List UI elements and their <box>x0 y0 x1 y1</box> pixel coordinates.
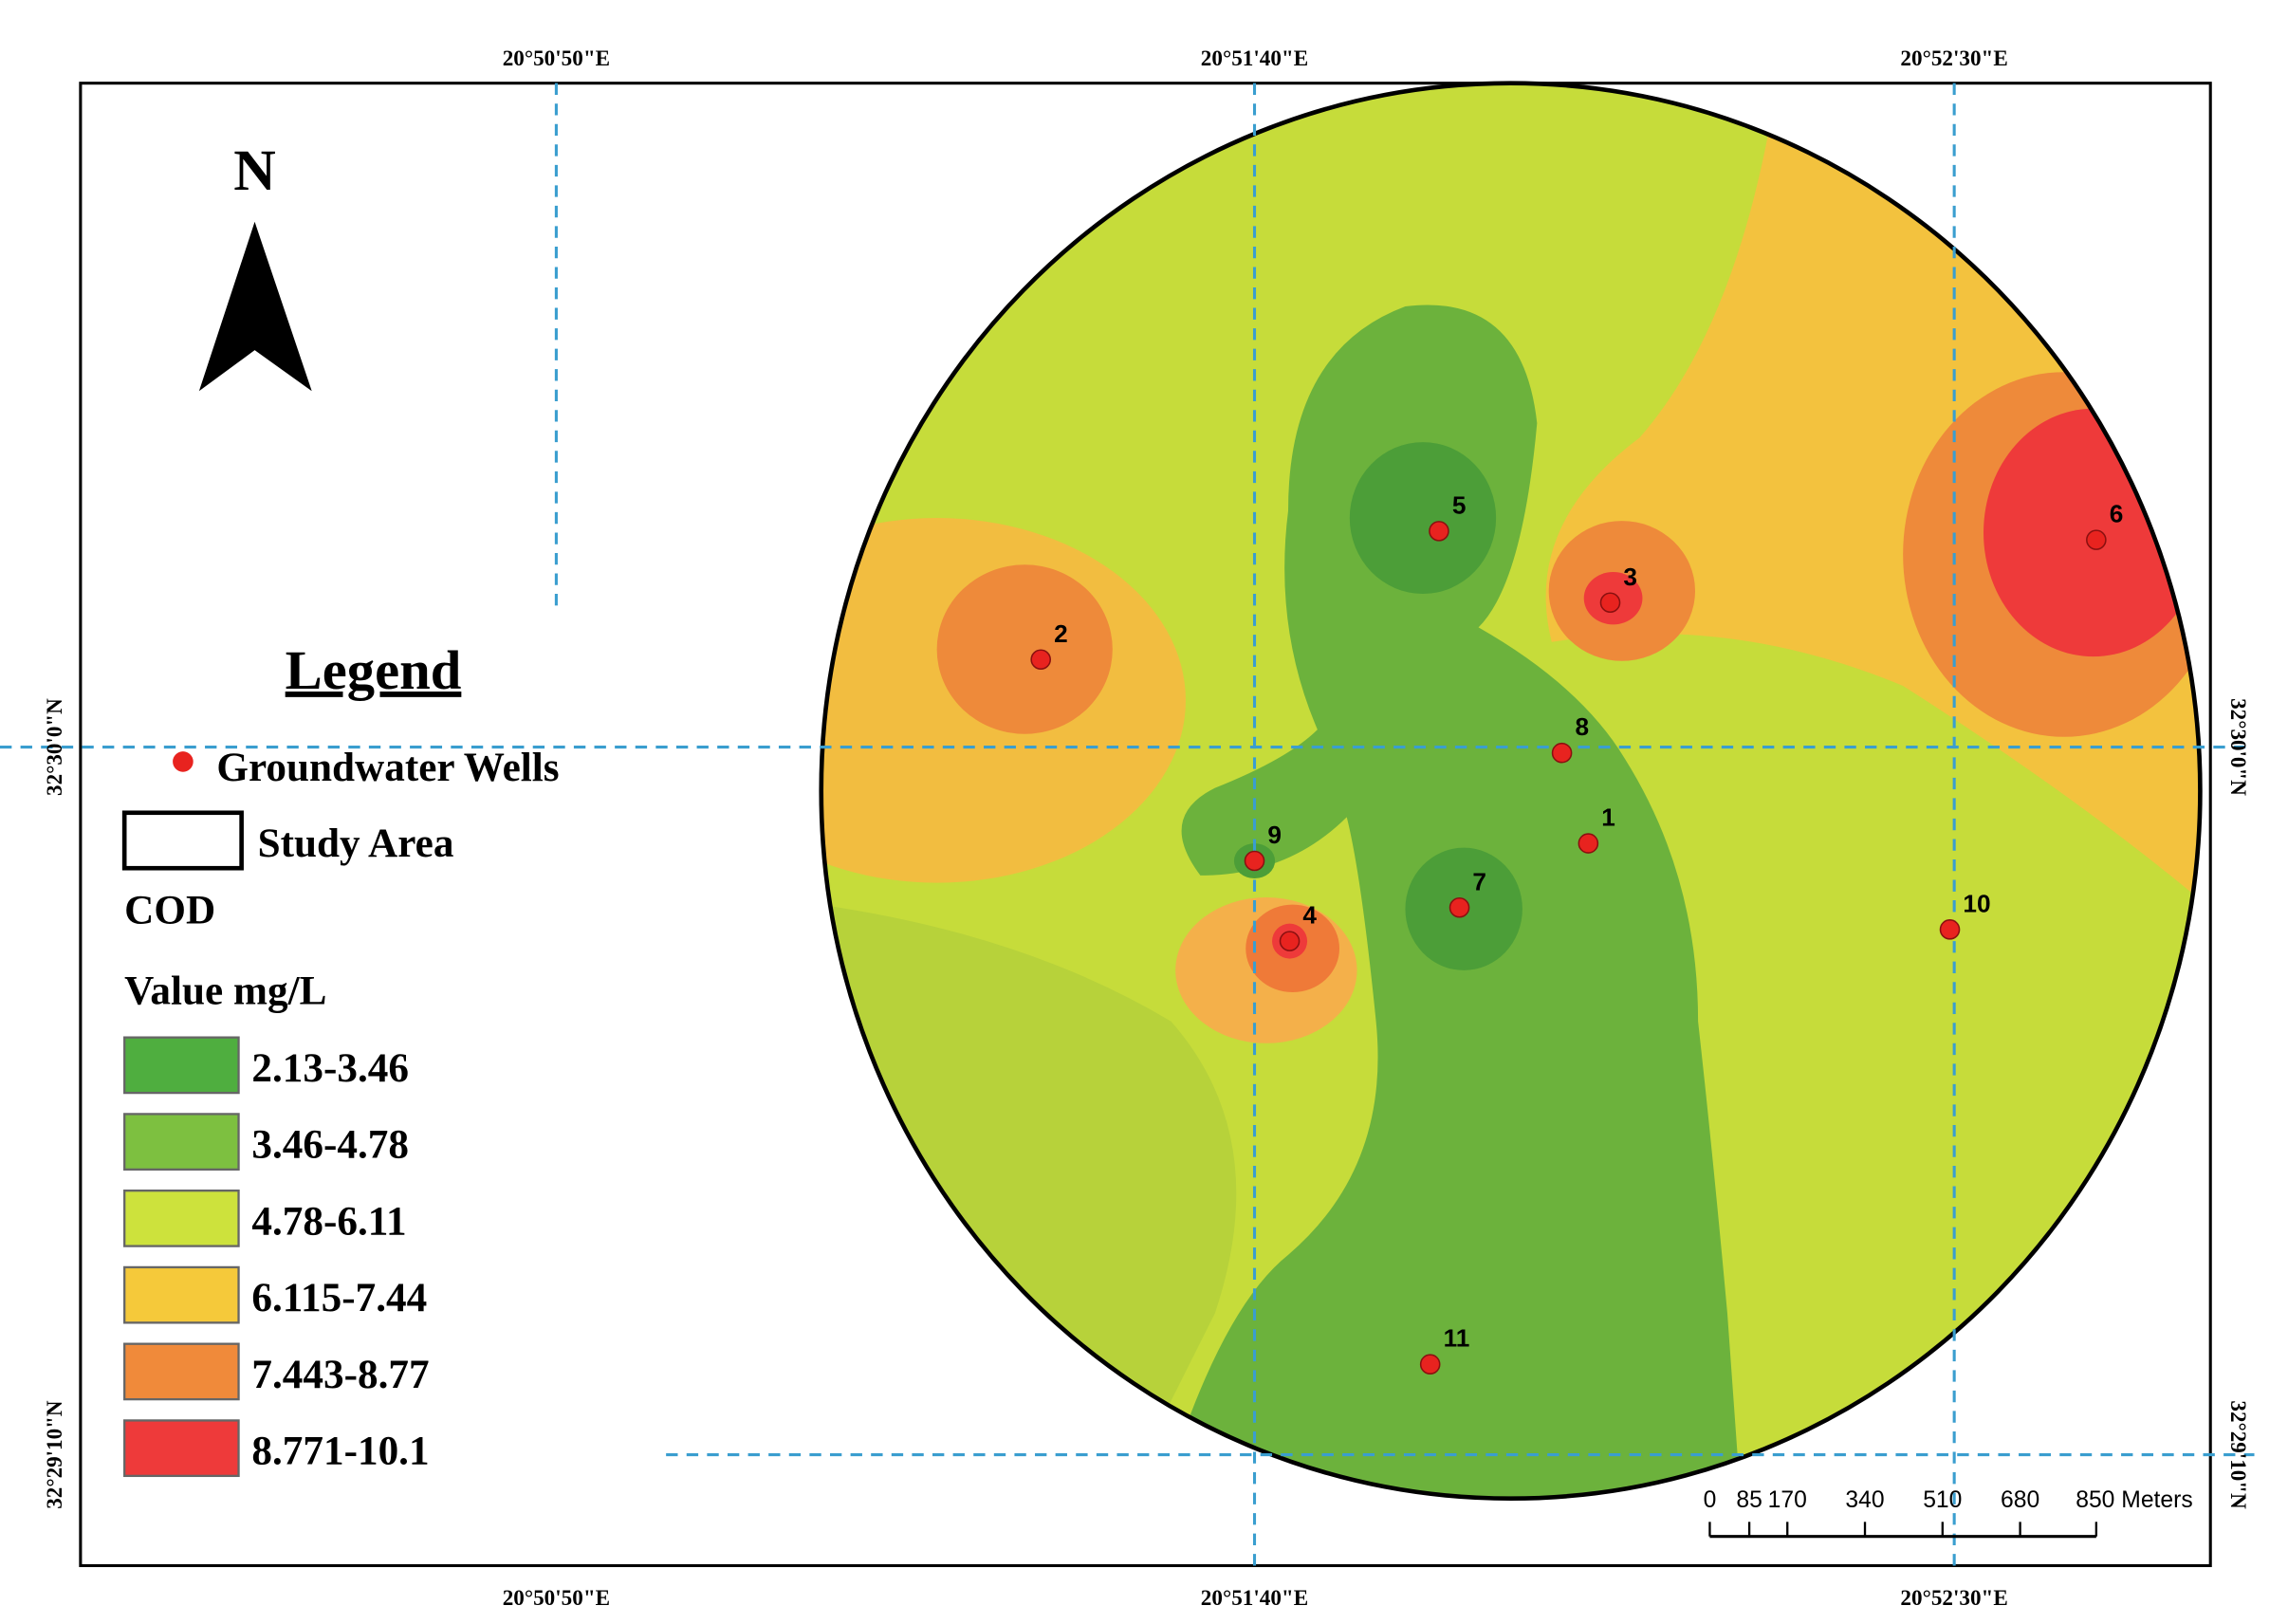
graticule-label-left: 32°30'0"N <box>42 698 66 796</box>
legend-class-label: 2.13-3.46 <box>251 1046 409 1091</box>
legend-class-label: 4.78-6.11 <box>251 1199 406 1244</box>
cod-surface <box>821 83 2201 1499</box>
well-label: 2 <box>1054 619 1068 648</box>
graticule-label-bottom: 20°52'30"E <box>1900 1585 2007 1610</box>
well <box>1939 919 1961 940</box>
legend-class-swatch <box>123 1190 240 1247</box>
graticule-label-bottom: 20°51'40"E <box>1201 1585 1308 1610</box>
graticule-label-bottom: 20°50'50"E <box>503 1585 610 1610</box>
legend-unit: Value mg/L <box>124 969 326 1013</box>
legend-class-label: 7.443-8.77 <box>251 1353 429 1397</box>
legend-class-label: 3.46-4.78 <box>251 1123 409 1168</box>
well-label: 4 <box>1302 901 1317 930</box>
well <box>2086 529 2107 550</box>
scale-bar-label: 0 <box>1704 1487 1717 1513</box>
legend-study-area: Study Area <box>258 821 454 866</box>
graticule-lines <box>0 83 2255 1566</box>
well-label: 6 <box>2110 500 2124 528</box>
graticule-label-left: 32°29'10"N <box>42 1400 66 1509</box>
north-label: N <box>233 138 276 203</box>
well <box>1279 931 1301 951</box>
legend-variable: COD <box>124 889 215 933</box>
legend-class-swatch <box>123 1265 240 1324</box>
study-area-boundary <box>819 81 2203 1502</box>
well <box>1244 850 1265 872</box>
graticule-label-right: 32°30'0"N <box>2226 698 2251 796</box>
legend-study-area-symbol <box>121 810 244 871</box>
legend-wells: Groundwater Wells <box>216 746 559 790</box>
well-label: 3 <box>1623 563 1637 591</box>
legend-class-label: 8.771-10.1 <box>251 1430 429 1474</box>
well-label: 5 <box>1452 490 1467 519</box>
legend-class-label: 6.115-7.44 <box>251 1276 427 1320</box>
well-label: 9 <box>1267 821 1282 849</box>
well <box>1448 896 1470 918</box>
scale-bar-label: 340 <box>1845 1487 1884 1513</box>
graticule-label-top: 20°52'30"E <box>1900 46 2007 70</box>
well <box>1599 592 1621 614</box>
scale-bar-label: 850 Meters <box>2076 1487 2192 1513</box>
well-label: 11 <box>1444 1324 1470 1353</box>
scale-bar-label: 85 <box>1736 1487 1762 1513</box>
well-label: 7 <box>1472 867 1486 895</box>
scale-bar-label: 170 <box>1768 1487 1807 1513</box>
legend-class-swatch <box>123 1113 240 1172</box>
north-arrow <box>198 221 312 392</box>
legend-class-swatch <box>123 1419 240 1478</box>
legend-class-swatch <box>123 1342 240 1401</box>
well-label: 8 <box>1575 712 1589 741</box>
graticule-label-top: 20°51'40"E <box>1201 46 1308 70</box>
well-label: 10 <box>1963 889 1990 917</box>
well-label: 1 <box>1601 803 1615 832</box>
legend-class-swatch <box>123 1036 240 1095</box>
scale-bar-label: 680 <box>2001 1487 2039 1513</box>
legend-title: Legend <box>286 639 462 701</box>
well <box>1578 833 1599 854</box>
scale-bar-label: 510 <box>1923 1487 1962 1513</box>
graticule-label-right: 32°29'10"N <box>2226 1400 2251 1509</box>
well <box>1429 521 1449 542</box>
well <box>1030 649 1052 671</box>
well <box>1551 742 1573 764</box>
well <box>1419 1354 1441 1375</box>
graticule-label-top: 20°50'50"E <box>503 46 610 70</box>
legend-well-symbol <box>173 751 194 772</box>
